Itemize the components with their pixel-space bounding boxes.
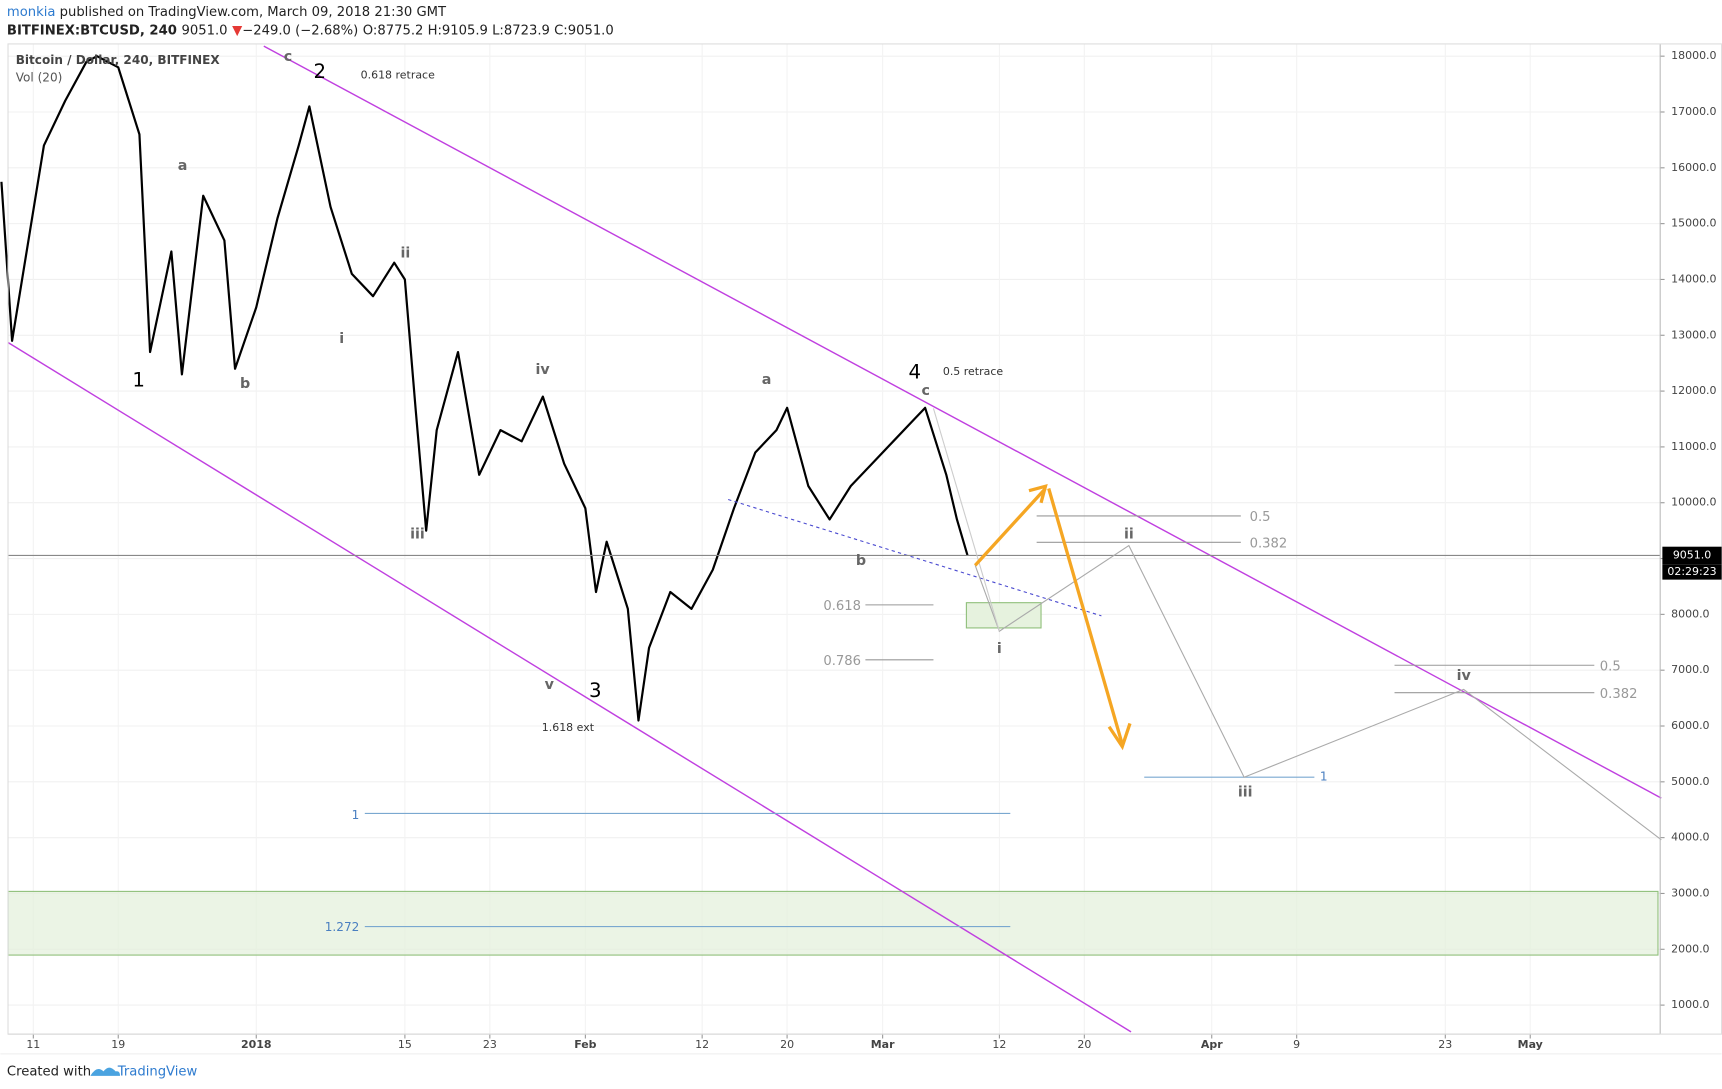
annotation: iv: [1457, 668, 1472, 684]
annotation: 1.272: [325, 920, 360, 934]
projection-path: [932, 408, 1000, 632]
y-tick-label: 5000.0: [1671, 775, 1709, 788]
annotation: a: [762, 372, 772, 388]
annotation: 4: [909, 361, 922, 384]
annotation: 0.786: [823, 654, 861, 669]
annotation: a: [178, 158, 188, 174]
price-line: [0, 55, 969, 722]
x-tick-label: Feb: [574, 1038, 596, 1051]
annotation: iii: [410, 527, 425, 543]
x-tick-label: 11: [26, 1038, 40, 1051]
symbol: BITFINEX:BTCUSD, 240: [7, 24, 177, 39]
price-badge-text: 9051.0: [1673, 548, 1711, 561]
annotation: 0.382: [1600, 687, 1638, 702]
channel-upper: [263, 45, 1662, 799]
annotation: 0.5: [1600, 659, 1621, 674]
y-tick-label: 15000.0: [1671, 217, 1716, 230]
x-tick-label: Mar: [871, 1038, 895, 1051]
annotation: 0.5 retrace: [943, 365, 1004, 378]
x-tick-label: 9: [1293, 1038, 1300, 1051]
x-tick-label: 19: [111, 1038, 125, 1051]
y-tick-label: 6000.0: [1671, 719, 1709, 732]
annotation: v: [545, 677, 555, 693]
annotation: i: [339, 331, 344, 347]
annotation: 2: [314, 60, 327, 83]
y-tick-label: 12000.0: [1671, 384, 1716, 397]
x-tick-label: 15: [398, 1038, 412, 1051]
x-tick-label: 20: [1077, 1038, 1091, 1051]
annotation: 1.618 ext: [542, 721, 595, 734]
last: 9051.0: [181, 24, 227, 39]
annotation: c: [922, 383, 930, 399]
annotation: iv: [536, 362, 551, 378]
y-tick-label: 10000.0: [1671, 496, 1716, 509]
annotation: c: [284, 49, 292, 65]
x-tick-label: 23: [1438, 1038, 1452, 1051]
arrow-down: [1047, 488, 1124, 745]
legend-volume: Vol (20): [16, 70, 63, 84]
y-tick-label: 1000.0: [1671, 998, 1709, 1011]
x-tick-label: 12: [695, 1038, 709, 1051]
legend-instrument: Bitcoin / Dollar, 240, BITFINEX: [16, 53, 221, 67]
ext-lines: [364, 776, 1315, 928]
fib-lines: [865, 515, 1595, 694]
arrow-head: [1107, 722, 1132, 751]
countdown-badge: [1662, 564, 1722, 580]
annotation: iii: [1238, 785, 1253, 801]
arrow-head: [1028, 483, 1048, 504]
annotation: 0.618 retrace: [361, 69, 435, 82]
ohlc: O:8775.2 H:9105.9 L:8723.9 C:9051.0: [363, 24, 614, 39]
annotation: 0.618: [823, 599, 861, 614]
annotation: 1: [132, 368, 145, 391]
y-tick-label: 7000.0: [1671, 663, 1709, 676]
target-box: [965, 602, 1042, 629]
annotation: 0.382: [1250, 536, 1288, 551]
annotation: b: [856, 553, 866, 569]
header-line-2: BITFINEX:BTCUSD, 240 9051.0 ▼−249.0 (−2.…: [7, 24, 614, 39]
y-tick-label: 4000.0: [1671, 831, 1709, 844]
arrows: [973, 483, 1132, 751]
channel-lower: [7, 341, 1132, 1033]
annotation: i: [997, 641, 1002, 657]
y-tick-label: 3000.0: [1671, 886, 1709, 899]
annotation: 1: [1320, 770, 1328, 784]
y-tick-label: 16000.0: [1671, 161, 1716, 174]
volume-zone: [7, 890, 1659, 956]
author[interactable]: monkia: [7, 5, 56, 20]
x-tick-label: 20: [780, 1038, 794, 1051]
arrow: ▼: [232, 24, 243, 39]
y-tick-label: 18000.0: [1671, 49, 1716, 62]
arrow-up: [973, 487, 1047, 567]
footer-brand[interactable]: TradingView: [117, 1064, 198, 1079]
projection-path: [974, 544, 1662, 841]
trend-line: [728, 498, 1102, 617]
annotation: 1: [352, 808, 360, 822]
x-tick-label: 23: [483, 1038, 497, 1051]
x-tick-label: Apr: [1201, 1038, 1223, 1051]
x-tick-label: May: [1518, 1038, 1543, 1051]
countdown-text: 02:29:23: [1667, 565, 1716, 578]
x-tick-label: 2018: [241, 1038, 272, 1051]
y-tick-label: 13000.0: [1671, 328, 1716, 341]
y-tick-label: 17000.0: [1671, 105, 1716, 118]
header-line-1: monkia published on TradingView.com, Mar…: [7, 5, 447, 20]
published: published on TradingView.com, March 09, …: [55, 5, 447, 20]
change: −249.0 (−2.68%): [242, 24, 358, 39]
price-badge: [1662, 546, 1722, 565]
y-tick-label: 14000.0: [1671, 272, 1716, 285]
annotation: b: [240, 376, 250, 392]
annotation: ii: [401, 246, 411, 262]
brand-logo: [90, 1067, 120, 1076]
footer-created: Created with: [7, 1064, 91, 1079]
x-tick-label: 12: [992, 1038, 1006, 1051]
y-tick-label: 8000.0: [1671, 607, 1709, 620]
annotation: ii: [1124, 527, 1134, 543]
annotation: 3: [589, 679, 602, 702]
y-tick-label: 2000.0: [1671, 942, 1709, 955]
annotation: 0.5: [1250, 510, 1271, 525]
y-tick-label: 11000.0: [1671, 440, 1716, 453]
